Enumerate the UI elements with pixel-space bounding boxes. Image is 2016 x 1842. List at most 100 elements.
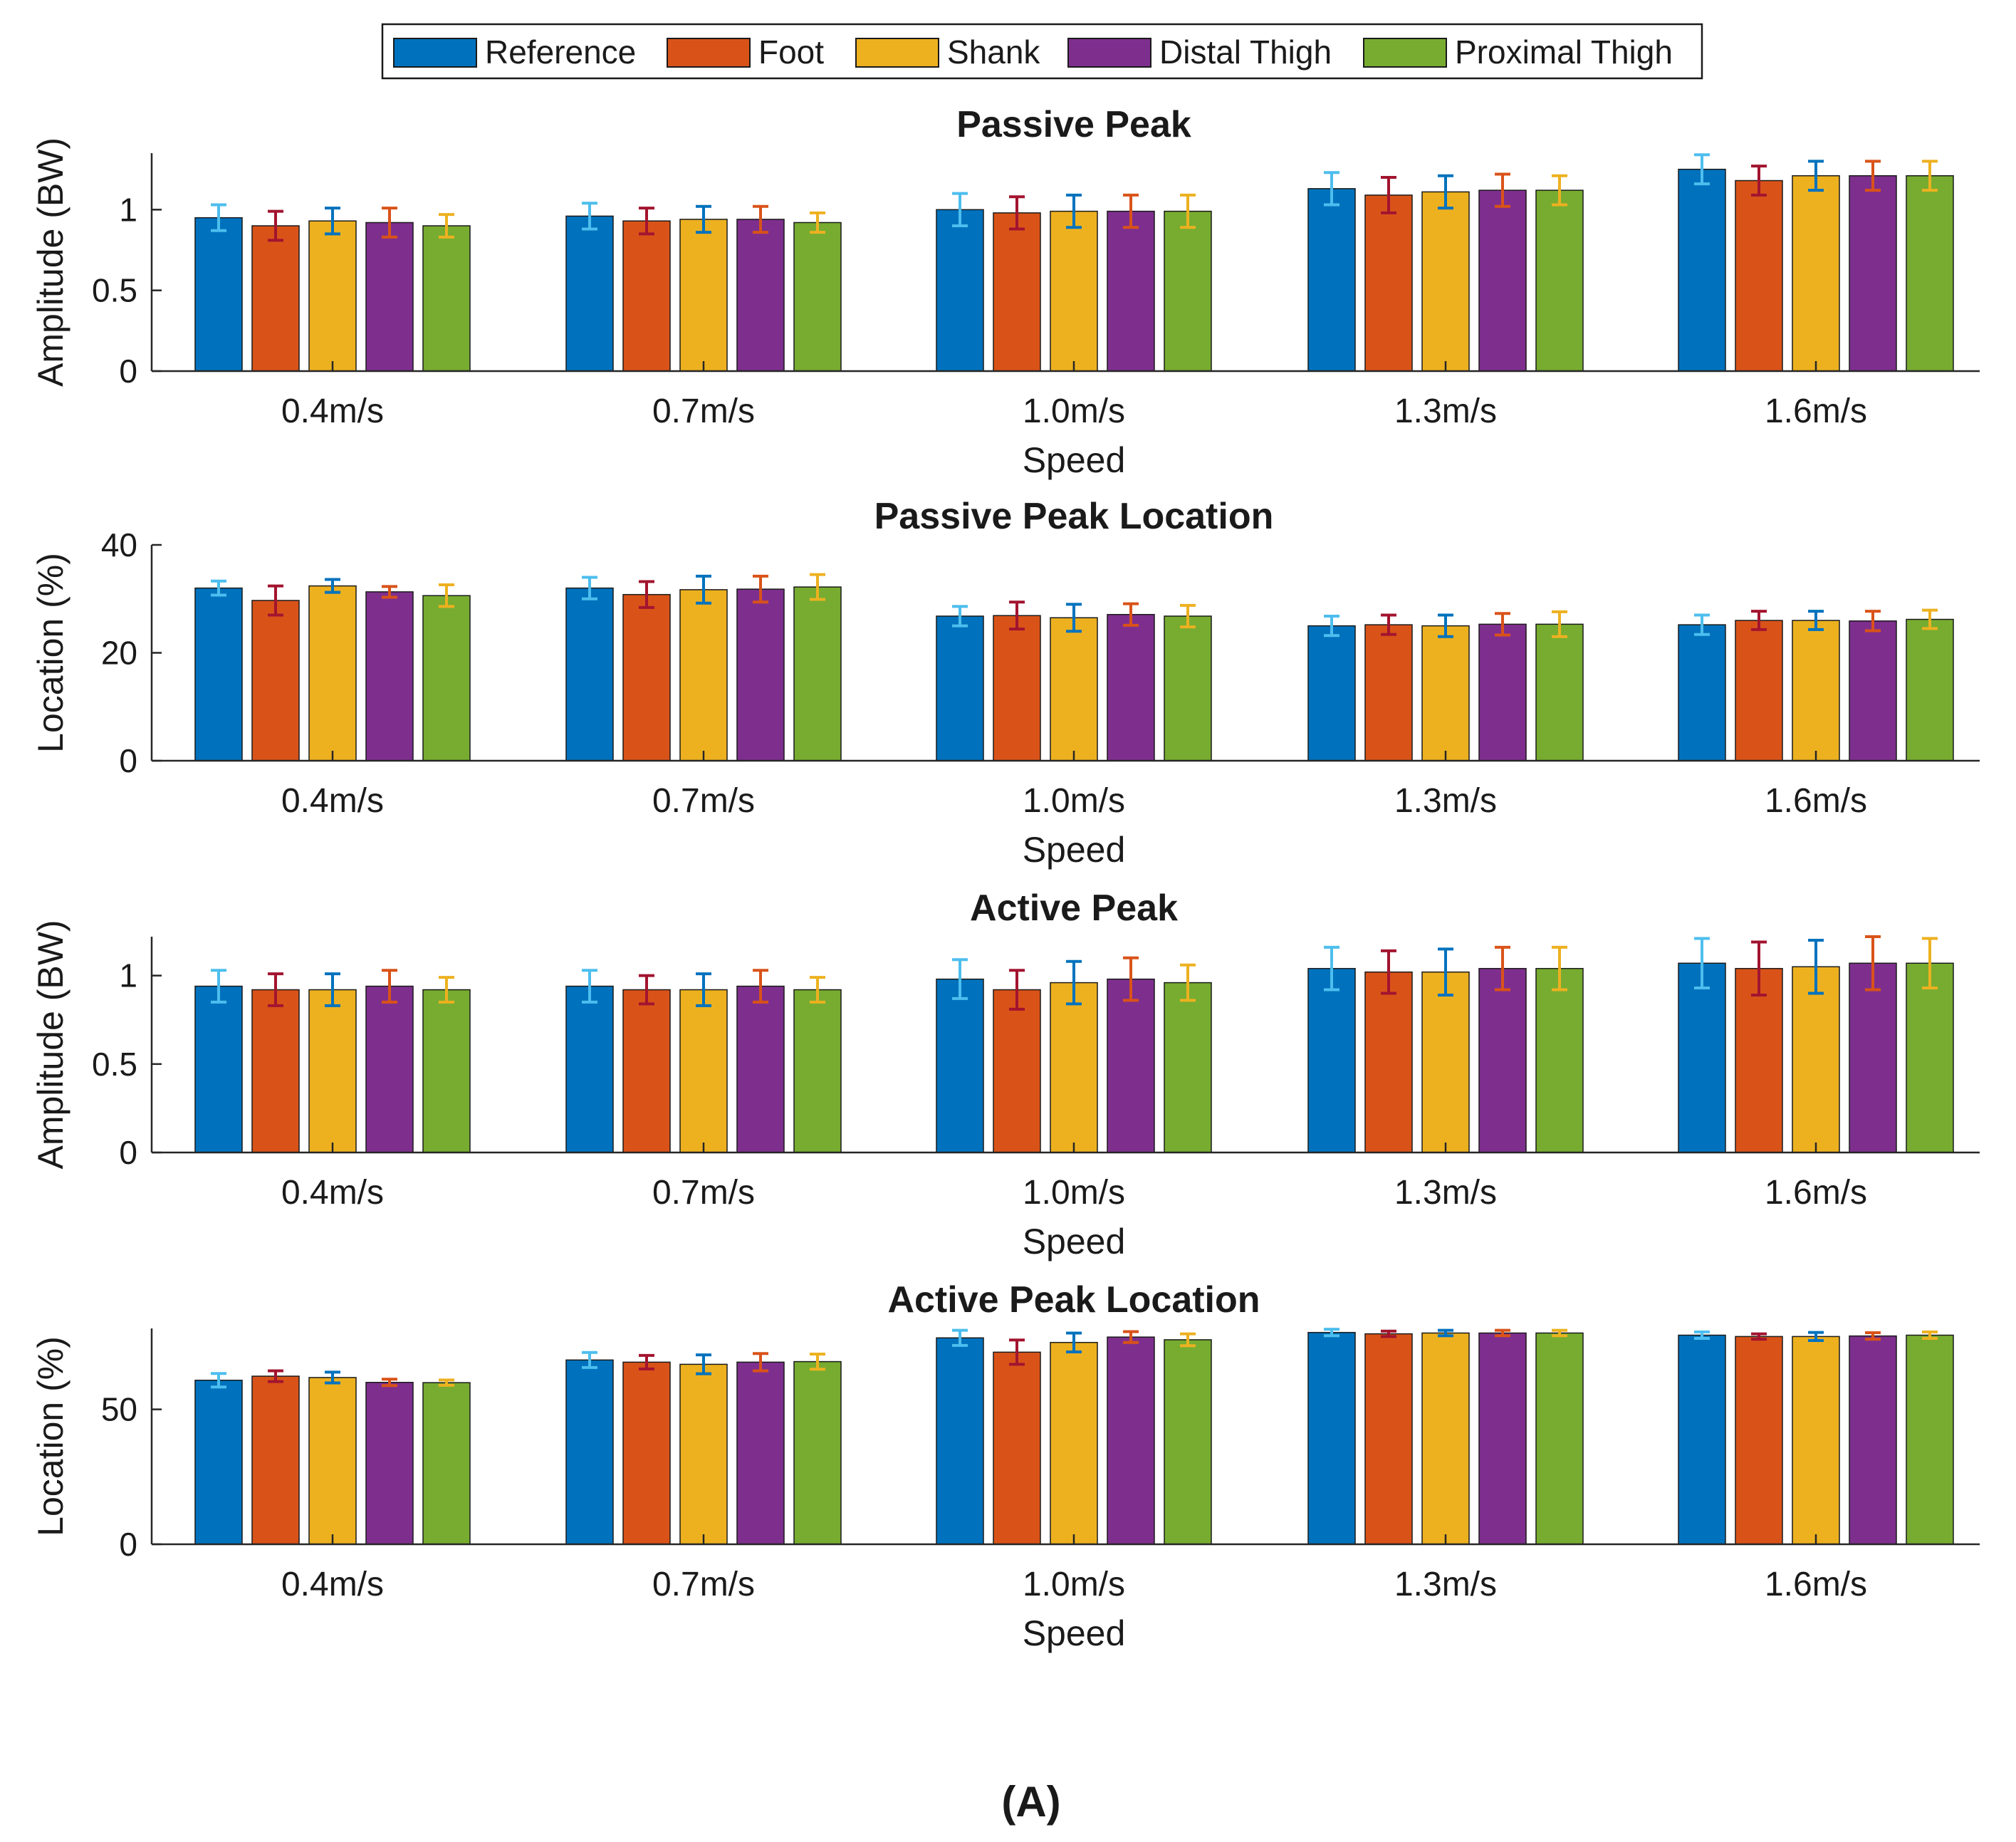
bar-foot-1-6m-s [1735, 620, 1783, 761]
bar-reference-1-6m-s [1678, 1334, 1726, 1545]
error-bar-shank-1-6m-s [1808, 610, 1824, 631]
bar-proximal-thigh-0-7m-s [793, 586, 842, 761]
x-tick-label: 0.4m/s [281, 1174, 384, 1212]
x-tick-label: 1.0m/s [1023, 1174, 1125, 1212]
x-axis-label: Speed [1023, 1222, 1126, 1261]
legend-label-reference: Reference [485, 33, 636, 71]
error-bar-shank-1-6m-s [1808, 160, 1824, 192]
error-bar-reference-1-0m-s [952, 192, 968, 227]
error-bar-shank-1-6m-s [1808, 1331, 1824, 1343]
bar-reference-0-7m-s [565, 587, 614, 761]
y-axis-label: Amplitude (BW) [31, 137, 70, 387]
bar-foot-0-7m-s [622, 220, 671, 372]
x-tick-label: 1.6m/s [1765, 1566, 1867, 1603]
bar-proximal-thigh-0-7m-s [793, 222, 842, 372]
error-bar-foot-1-3m-s [1381, 1329, 1396, 1338]
y-tick-label: 1 [119, 191, 137, 228]
error-bar-distal-thigh-1-3m-s [1495, 1328, 1510, 1338]
bar-reference-0-7m-s [565, 215, 614, 372]
x-axis-label: Speed [1023, 440, 1126, 480]
bar-proximal-thigh-1-0m-s [1164, 1339, 1212, 1545]
bar-distal-thigh-1-3m-s [1478, 967, 1527, 1153]
error-bar-shank-1-6m-s [1808, 938, 1824, 995]
error-bar-reference-0-4m-s [211, 1372, 226, 1389]
bar-reference-1-0m-s [936, 209, 984, 372]
x-tick-label: 1.0m/s [1023, 782, 1125, 820]
bar-proximal-thigh-1-0m-s [1164, 210, 1212, 372]
error-bar-distal-thigh-1-6m-s [1865, 935, 1881, 992]
error-bar-proximal-thigh-0-4m-s [439, 976, 454, 1004]
bar-reference-1-3m-s [1307, 625, 1356, 761]
error-bar-proximal-thigh-1-6m-s [1922, 608, 1938, 630]
error-bar-reference-1-3m-s [1324, 1328, 1339, 1338]
x-tick-label: 1.3m/s [1394, 1174, 1497, 1212]
bar-foot-0-4m-s [251, 225, 300, 372]
error-bar-shank-0-4m-s [325, 578, 340, 594]
bar-distal-thigh-1-0m-s [1107, 210, 1155, 372]
y-tick-label: 0 [119, 742, 137, 779]
chart-passive-peak-location: Passive Peak Location 0 20 40 0.4m/s 0.7m/s 1.… [31, 496, 1980, 870]
bar-distal-thigh-1-6m-s [1849, 620, 1897, 761]
error-bar-proximal-thigh-1-0m-s [1180, 603, 1196, 629]
error-bar-reference-0-7m-s [582, 969, 597, 1004]
bar-proximal-thigh-1-0m-s [1164, 982, 1212, 1153]
bar-reference-1-0m-s [936, 978, 984, 1153]
bar-shank-0-4m-s [308, 220, 357, 372]
bar-shank-1-3m-s [1421, 1332, 1470, 1545]
x-tick-label: 1.0m/s [1023, 392, 1125, 430]
bar-reference-0-7m-s [565, 985, 614, 1153]
chart-passive-peak: Passive Peak 0 0.5 1 0.4m/s 0.7m/s 1.0m/s 1.3m/… [31, 104, 1980, 480]
chart-title: Active Peak Location [887, 1279, 1260, 1321]
error-bar-reference-1-3m-s [1324, 614, 1339, 638]
chart-title: Passive Peak Location [874, 496, 1274, 537]
chart-active-peak-location: Active Peak Location 0 50 0.4m/s 0.7m/s 1.0m/… [31, 1279, 1980, 1653]
y-tick-label: 0 [119, 1526, 137, 1563]
error-bar-reference-1-0m-s [952, 605, 968, 628]
x-tick-label: 0.7m/s [652, 782, 755, 820]
bar-shank-1-0m-s [1050, 1341, 1098, 1545]
bar-distal-thigh-0-4m-s [365, 591, 414, 761]
bar-shank-0-7m-s [679, 989, 728, 1153]
error-bar-reference-1-3m-s [1324, 171, 1339, 207]
error-bar-shank-1-0m-s [1066, 603, 1082, 633]
legend-swatch-proximal-thigh [1363, 38, 1447, 68]
error-bar-proximal-thigh-0-7m-s [810, 976, 825, 1004]
legend-label-distal-thigh: Distal Thigh [1159, 33, 1332, 71]
y-axis-label: Amplitude (BW) [31, 920, 70, 1169]
chart-title: Active Peak [970, 888, 1178, 929]
bar-proximal-thigh-0-7m-s [793, 989, 842, 1153]
legend-label-shank: Shank [947, 33, 1040, 71]
error-bar-foot-1-6m-s [1751, 165, 1767, 197]
bar-reference-0-4m-s [194, 217, 243, 372]
x-tick-label: 1.6m/s [1765, 392, 1867, 430]
bar-distal-thigh-0-4m-s [365, 1382, 414, 1545]
error-bar-proximal-thigh-1-3m-s [1552, 1328, 1567, 1338]
bar-distal-thigh-1-3m-s [1478, 623, 1527, 761]
x-tick-label: 1.6m/s [1765, 782, 1867, 820]
bar-foot-0-7m-s [622, 593, 671, 761]
x-tick-label: 1.6m/s [1765, 1174, 1867, 1212]
bar-proximal-thigh-0-4m-s [422, 989, 471, 1153]
bar-shank-0-7m-s [679, 1363, 728, 1545]
x-tick-label: 0.7m/s [652, 1174, 755, 1212]
y-tick-label: 0.5 [92, 272, 137, 309]
y-axis-label: Location (%) [31, 1336, 70, 1536]
y-tick-label: 20 [101, 635, 137, 672]
error-bar-distal-thigh-1-3m-s [1495, 172, 1510, 208]
error-bar-shank-1-0m-s [1066, 1331, 1082, 1353]
error-bar-foot-1-0m-s [1009, 1338, 1025, 1366]
y-tick-label: 0 [119, 1134, 137, 1171]
bar-proximal-thigh-0-7m-s [793, 1360, 842, 1545]
error-bar-foot-0-4m-s [268, 1369, 283, 1383]
error-bar-reference-1-6m-s [1694, 937, 1710, 990]
bar-shank-1-0m-s [1050, 210, 1098, 372]
bar-reference-1-3m-s [1307, 967, 1356, 1153]
error-bar-proximal-thigh-0-4m-s [439, 1378, 454, 1387]
bar-reference-0-4m-s [194, 985, 243, 1153]
error-bar-distal-thigh-1-6m-s [1865, 610, 1881, 633]
x-tick-label: 0.4m/s [281, 782, 384, 820]
bar-foot-1-0m-s [993, 989, 1041, 1153]
error-bar-shank-0-4m-s [325, 972, 340, 1007]
error-bar-reference-0-4m-s [211, 203, 226, 232]
